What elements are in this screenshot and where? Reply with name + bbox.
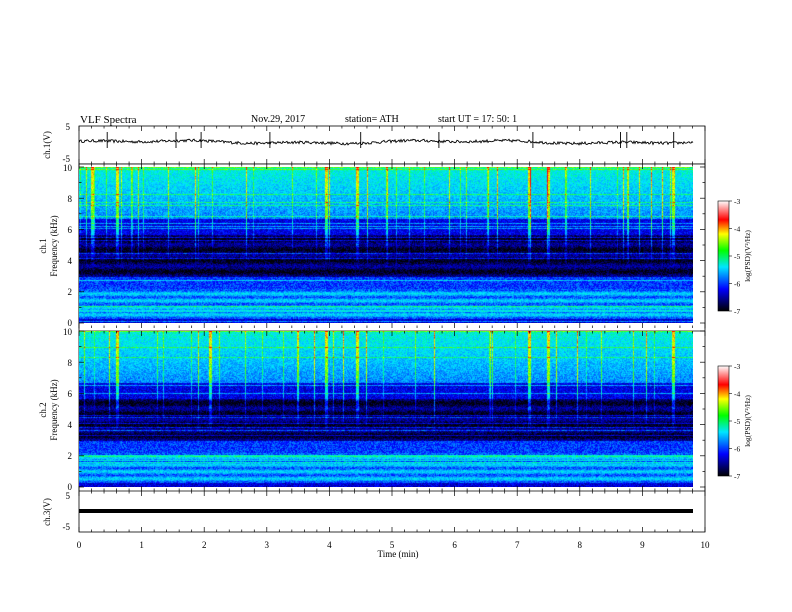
ch2-ytick-4: 4 (68, 420, 73, 430)
colorbar-tick-label: -4 (734, 225, 740, 234)
x-tick-label: 0 (77, 540, 82, 550)
ch2-colorbar: -3 -4 -5 -6 -7 log(PSD)(V²/Hz) (717, 362, 752, 481)
ch1-spectrogram-image (79, 167, 693, 323)
colorbar-tick-label: -7 (734, 472, 740, 481)
ch3-ytick-top: 5 (66, 491, 71, 501)
colorbar-tick-label: -6 (734, 280, 740, 289)
x-tick-label: 5 (390, 540, 395, 550)
ch1-ytick-8: 8 (68, 194, 73, 204)
x-tick-label: 4 (327, 540, 332, 550)
ch2-spectrogram-panel: 0 2 4 6 8 10 ch.2 Frequency (kHz) (38, 327, 705, 492)
colorbar-tick-label: -5 (734, 252, 740, 261)
ch1-waveform-trace (78, 132, 694, 148)
ch1-channel-label: ch.1 (38, 238, 48, 253)
x-tick-label: 7 (515, 540, 520, 550)
colorbar-tick-label: -3 (734, 362, 740, 371)
ch3-waveform-trace (79, 509, 693, 513)
ch3-waveform-panel: 5 -5 ch.3(V) (42, 491, 693, 532)
x-tick-label: 1 (139, 540, 144, 550)
ch1-colorbar: -3 -4 -5 -6 -7 log(PSD)(V²/Hz) (717, 197, 752, 316)
ch1-ytick-bottom: -5 (63, 154, 71, 164)
ch1-colorbar-label: log(PSD)(V²/Hz) (743, 230, 752, 282)
x-axis-ticks (78, 126, 706, 532)
y-axis-ticks (79, 166, 705, 488)
ch1-spectrogram-panel: 0 2 4 6 8 10 ch.1 Frequency (kHz) (38, 163, 706, 329)
ch2-channel-label: ch.2 (38, 402, 48, 417)
colorbar-tick-label: -6 (734, 445, 740, 454)
ch2-frequency-label: Frequency (kHz) (49, 379, 59, 440)
x-axis-label: Time (min) (378, 549, 419, 559)
x-tick-label: 3 (265, 540, 270, 550)
colorbar-tick-label: -7 (734, 307, 740, 316)
ch1-ytick-0: 0 (68, 318, 73, 328)
colorbar-tick-label: -5 (734, 417, 740, 426)
x-axis-tick-labels: 0 1 2 3 4 5 6 7 8 9 10 (77, 540, 710, 550)
ch1-waveform-ylabel: ch.1(V) (42, 131, 52, 159)
colorbar-tick-label: -3 (734, 197, 740, 206)
figure-title: VLF Spectra (80, 114, 137, 126)
x-tick-label: 2 (202, 540, 207, 550)
ch1-frequency-label: Frequency (kHz) (49, 215, 59, 276)
x-tick-label: 10 (701, 540, 711, 550)
ch2-ytick-10: 10 (63, 327, 73, 337)
ch1-colorbar-gradient (717, 200, 730, 312)
ch2-colorbar-label: log(PSD)(V²/Hz) (743, 395, 752, 447)
ch3-ytick-bottom: -5 (63, 522, 71, 532)
ch1-ytick-6: 6 (68, 225, 73, 235)
ch3-waveform-ylabel: ch.3(V) (42, 498, 52, 526)
ch2-colorbar-gradient (717, 365, 730, 477)
ch2-spectrogram-image (79, 331, 693, 487)
date-label: Nov.29, 2017 (251, 114, 306, 125)
station-label: station= ATH (345, 114, 399, 125)
ch2-ytick-8: 8 (68, 358, 73, 368)
ch2-ytick-6: 6 (68, 389, 73, 399)
ch2-ytick-0: 0 (68, 482, 73, 492)
ch1-ytick-4: 4 (68, 256, 73, 266)
x-tick-label: 9 (640, 540, 645, 550)
ch1-ytick-top: 5 (66, 122, 71, 132)
x-tick-label: 8 (578, 540, 583, 550)
ch2-ytick-2: 2 (68, 451, 73, 461)
ch1-ytick-2: 2 (68, 287, 73, 297)
x-tick-label: 6 (452, 540, 457, 550)
start-ut-label: start UT = 17: 50: 1 (438, 114, 518, 125)
colorbar-tick-label: -4 (734, 390, 740, 399)
ch1-ytick-10: 10 (63, 163, 73, 173)
